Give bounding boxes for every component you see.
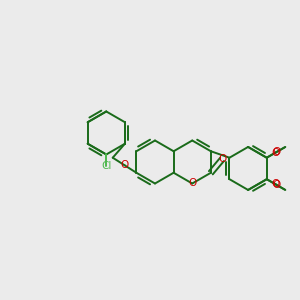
Text: O: O [218, 154, 226, 164]
Text: O: O [271, 148, 279, 158]
Text: O: O [271, 179, 279, 189]
Text: O: O [272, 180, 280, 190]
Text: O: O [120, 160, 129, 170]
Text: O: O [188, 178, 196, 188]
Text: O: O [272, 147, 280, 157]
Text: Cl: Cl [101, 161, 112, 171]
